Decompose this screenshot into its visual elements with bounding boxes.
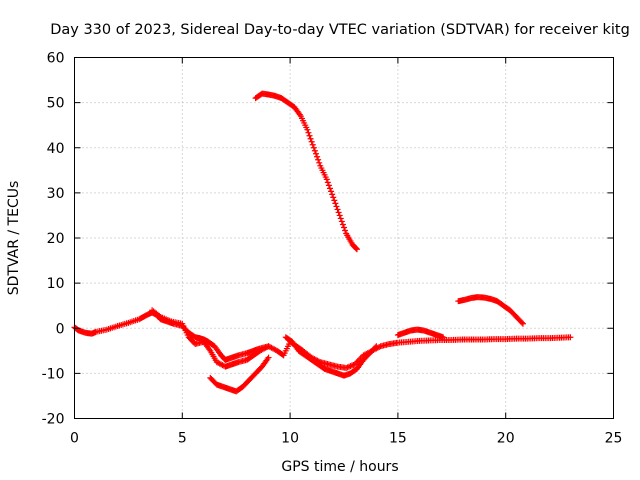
data-point [324,179,331,186]
data-point [330,194,337,201]
y-tick-label: 60 [47,51,65,67]
data-point [307,135,314,142]
data-point [308,138,315,145]
data-point [440,334,447,341]
data-point [310,144,317,151]
y-tick-label: 10 [47,276,65,292]
y-tick-label: 0 [56,321,65,337]
grid [74,57,614,419]
data-point [265,354,272,361]
x-tick-label: 15 [389,431,407,447]
x-tick-label: 5 [178,431,187,447]
data-point [336,212,343,219]
y-tick-label: -10 [42,366,65,382]
data-point [373,343,380,350]
y-tick-label: 40 [47,141,65,157]
data-point [334,206,341,213]
series-post-15 [394,326,447,341]
series-arc-late [455,294,526,327]
series-baseline-b [149,307,272,370]
x-tick-label: 25 [605,431,623,447]
data-point [519,320,526,327]
data-point [335,209,342,216]
data-point [328,188,335,195]
chart-title: Day 330 of 2023, Sidereal Day-to-day VTE… [50,22,630,38]
series-dip-segment [207,354,272,395]
data-point [304,126,311,133]
data-point [342,227,349,234]
x-tick-label: 20 [497,431,515,447]
data-point [338,218,345,225]
data-point [316,159,323,166]
series-baseline-a [71,309,574,371]
data-point [329,191,336,198]
y-tick-label: -20 [42,412,65,428]
data-point [323,176,330,183]
x-axis-label: GPS time / hours [281,459,398,475]
y-tick-label: 20 [47,231,65,247]
series-arc-high [252,90,360,253]
series-mid-segment [282,334,380,379]
data-point [333,203,340,210]
data-point [265,343,272,350]
data-point [332,200,339,207]
data-point [312,150,319,157]
data-point [315,156,322,163]
data-point [311,147,318,154]
data-point [372,344,379,351]
data-point [306,132,313,139]
data-point [309,141,316,148]
data-point [567,334,574,341]
data-point [326,185,333,192]
data-point [341,224,347,231]
y-axis-label: SDTVAR / TECUs [6,181,22,296]
x-tick-label: 10 [281,431,299,447]
y-tick-label: 30 [47,186,65,202]
data-point [353,245,360,252]
data-point [353,246,360,253]
data-point [337,215,344,222]
data-point [339,221,346,228]
y-tick-label: 50 [47,96,65,112]
data-point [305,129,312,136]
data-point [325,182,332,189]
data-layer [71,90,574,395]
x-tick-label: 0 [70,431,79,447]
data-point [331,197,338,204]
data-point [314,153,321,160]
ticks: 0 5 10 15 20 25 -20 -10 0 10 20 30 40 50 60 [42,51,623,447]
data-point [518,319,525,326]
